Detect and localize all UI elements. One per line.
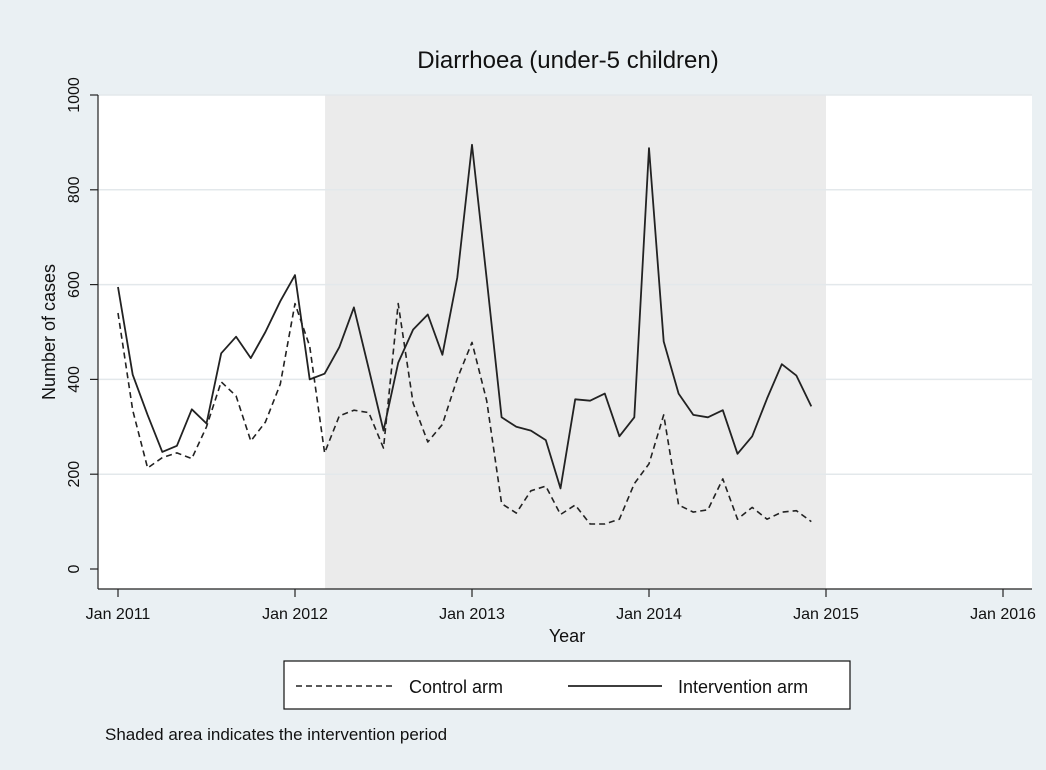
x-tick-label-2015: Jan 2015	[793, 606, 859, 623]
legend-label-intervention: Intervention arm	[678, 677, 808, 697]
gridlines	[98, 94, 1032, 475]
y-axis-label: Number of cases	[39, 264, 59, 400]
y-tick-label-0: 0	[66, 564, 83, 573]
series-line-control-arm	[117, 302, 812, 525]
y-tick-label-600: 600	[66, 271, 83, 298]
legend: Control arm Intervention arm	[283, 660, 851, 710]
y-tick-label-400: 400	[66, 366, 83, 393]
y-tick-label-200: 200	[66, 461, 83, 488]
ticks: 0 200 400 600 800 1000 Jan 2011 Jan 2012 Jan 201…	[66, 77, 1036, 623]
x-axis-label: Year	[549, 626, 585, 646]
x-tick-label-2013: Jan 2013	[439, 606, 505, 623]
x-tick-label-2011: Jan 2011	[86, 606, 151, 623]
x-tick-label-2014: Jan 2014	[616, 606, 682, 623]
series-layer	[117, 143, 813, 525]
y-tick-label-1000: 1000	[66, 77, 83, 113]
series-line-intervention-arm	[117, 143, 813, 490]
x-tick-label-2012: Jan 2012	[262, 606, 328, 623]
x-tick-label-2016: Jan 2016	[970, 606, 1036, 623]
legend-label-control: Control arm	[409, 677, 503, 697]
intervention-period-shading	[325, 95, 826, 589]
axes	[97, 95, 1032, 590]
shading-note: Shaded area indicates the intervention p…	[105, 725, 447, 744]
y-tick-label-800: 800	[66, 176, 83, 203]
chart-title: Diarrhoea (under-5 children)	[417, 47, 718, 74]
legend-box	[283, 660, 851, 710]
